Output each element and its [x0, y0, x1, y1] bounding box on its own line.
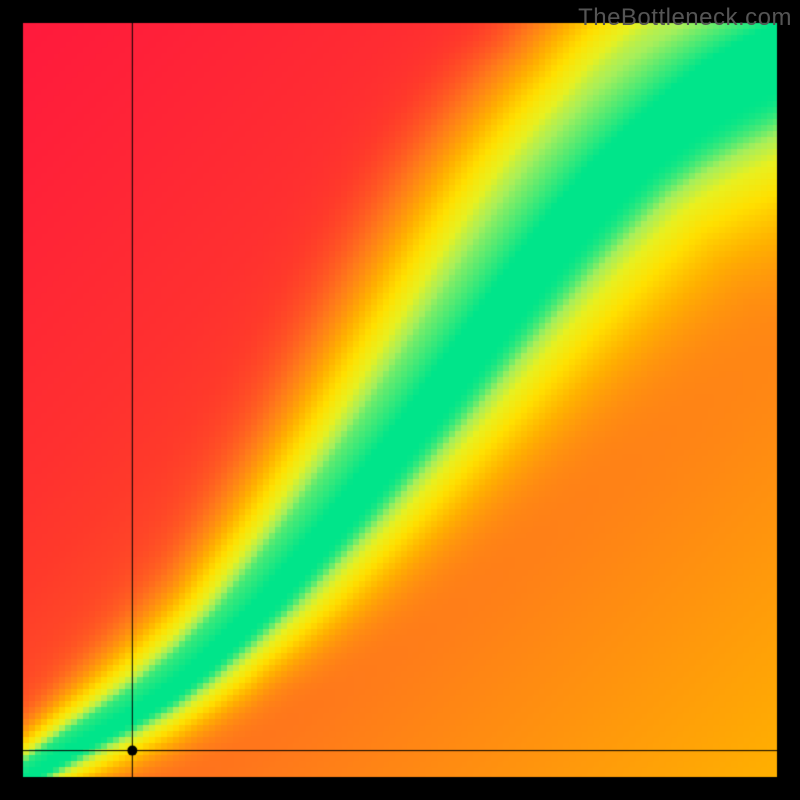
bottleneck-heatmap [0, 0, 800, 800]
chart-container: TheBottleneck.com [0, 0, 800, 800]
watermark-text: TheBottleneck.com [578, 4, 792, 32]
